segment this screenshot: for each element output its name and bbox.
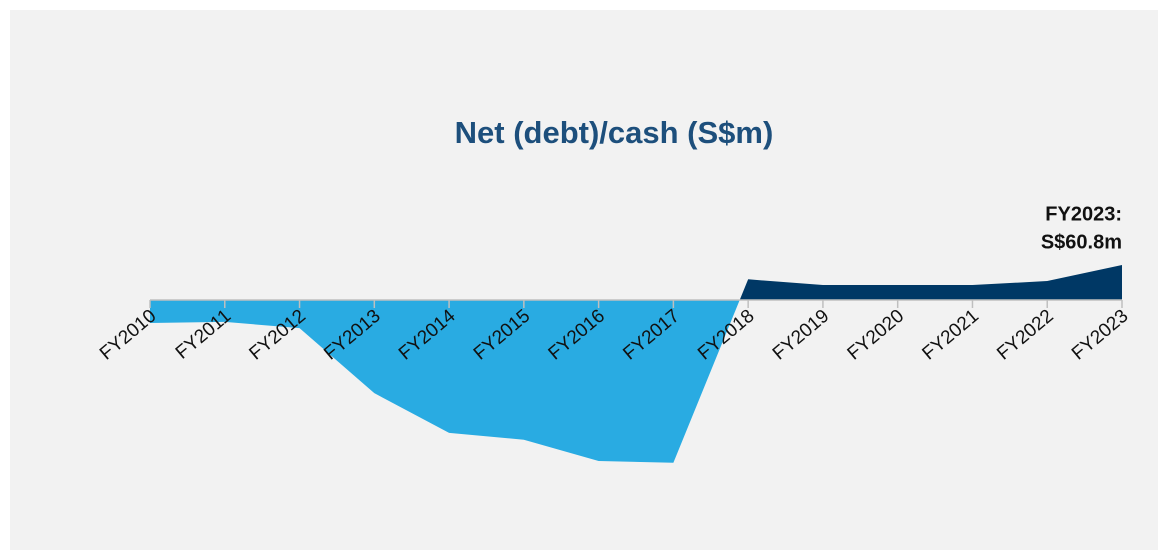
annotation: FY2023: (1045, 203, 1122, 225)
chart-title: Net (debt)/cash (S$m) (455, 115, 774, 150)
annotation: S$60.8m (1041, 231, 1122, 253)
area (150, 265, 1122, 463)
chart-background (10, 10, 1158, 550)
